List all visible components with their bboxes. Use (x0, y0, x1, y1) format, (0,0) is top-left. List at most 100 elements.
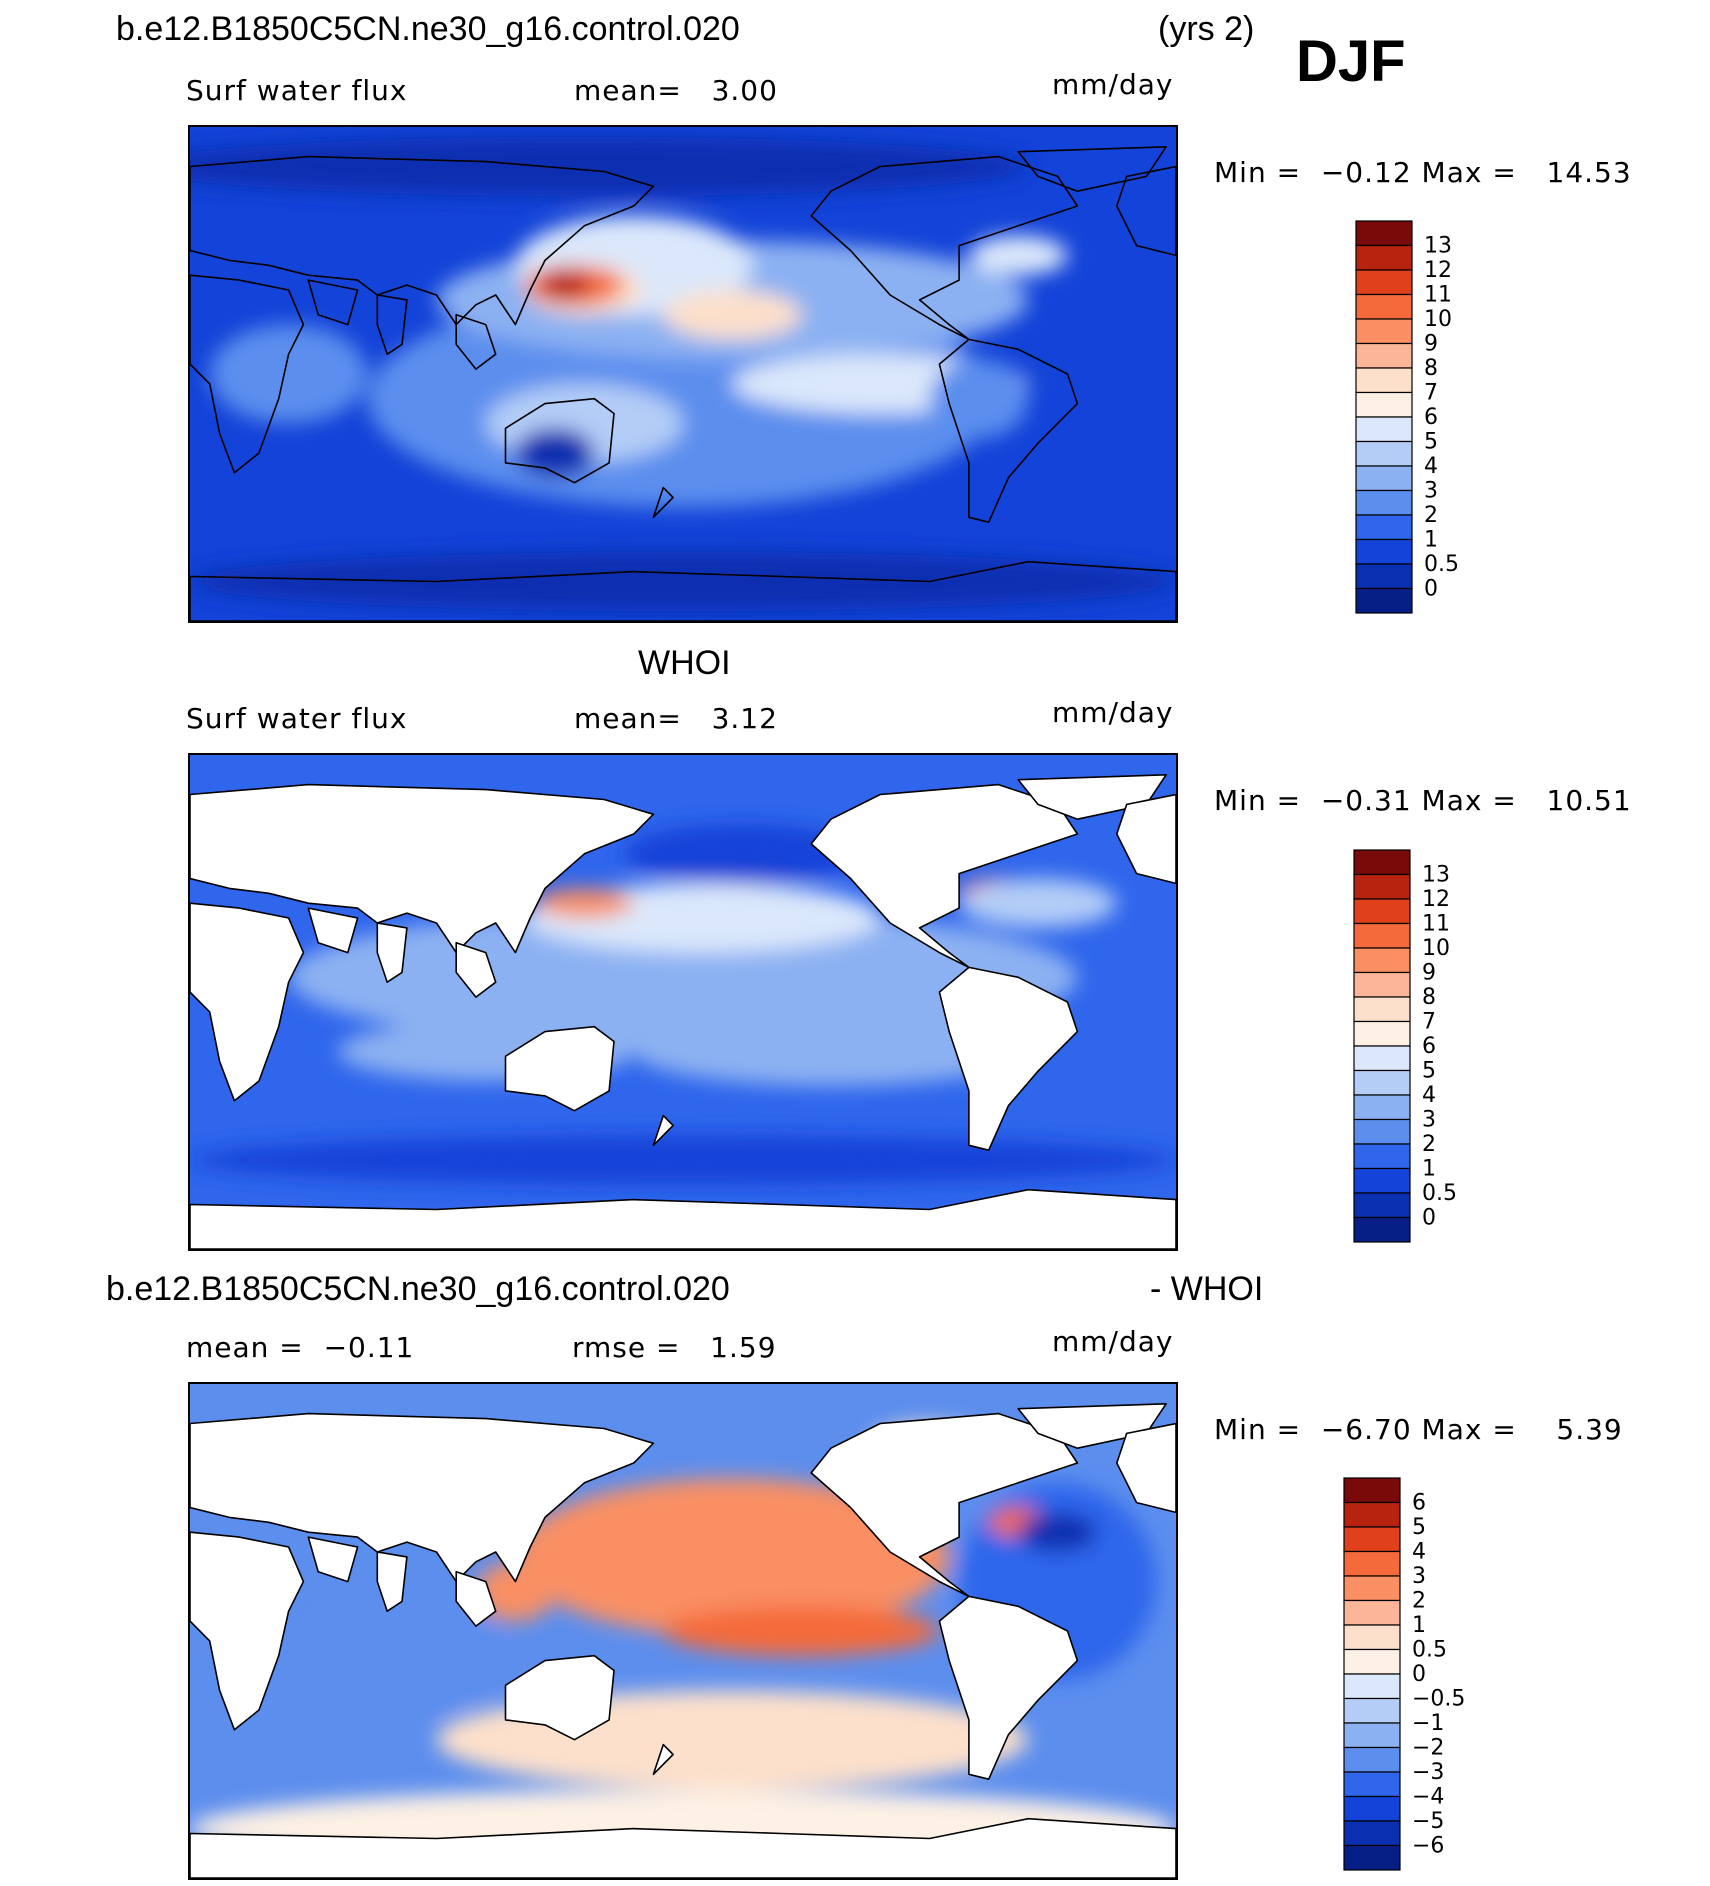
colorbar-box (1355, 416, 1413, 443)
colorbar-box (1343, 1746, 1401, 1773)
panel3-mean: mean = −0.11 (186, 1331, 415, 1364)
panel2-title: WHOI (638, 644, 731, 682)
colorbar-box (1353, 1167, 1411, 1194)
panel3-map (188, 1382, 1178, 1880)
colorbar-tick-label: 7 (1422, 1010, 1436, 1035)
colorbar-box (1355, 318, 1413, 345)
colorbar-box (1355, 514, 1413, 541)
continents (190, 146, 1176, 621)
coastline-samerica (938, 1595, 1079, 1780)
colorbar-tick-label: 10 (1422, 936, 1450, 961)
colorbar-tick-label: 11 (1424, 283, 1452, 308)
colorbar-tick-label: 8 (1424, 356, 1438, 381)
colorbar-tick-label: 6 (1422, 1034, 1436, 1059)
colorbar-tick-label: 1 (1424, 528, 1438, 553)
colorbar-box (1355, 489, 1413, 516)
colorbar-tick-label: 3 (1422, 1108, 1436, 1133)
colorbar-tick-label: 0 (1422, 1206, 1436, 1231)
colorbar-box (1353, 1118, 1411, 1145)
colorbar-box (1355, 587, 1413, 614)
colorbar-tick-label: 0.5 (1412, 1638, 1447, 1663)
coastline-europeW (1116, 165, 1176, 257)
coastline-nz (652, 1114, 674, 1147)
colorbar-box (1343, 1844, 1401, 1871)
colorbar-box (1355, 440, 1413, 467)
colorbar-box (1353, 1020, 1411, 1047)
colorbar-tick-label: 6 (1412, 1491, 1426, 1516)
panel3-map-plot (190, 1384, 1176, 1878)
colorbar-box (1355, 293, 1413, 320)
indian-ocean-negative (308, 1596, 506, 1715)
panel1-variable: Surf water flux (186, 74, 408, 107)
coastline-arabia (307, 907, 359, 954)
colorbar-box (1355, 391, 1413, 418)
colorbar-tick-label: 13 (1422, 863, 1450, 888)
colorbar-box (1353, 1069, 1411, 1096)
coastline-india (376, 294, 408, 355)
colorbar-box (1353, 1192, 1411, 1219)
africa-land (209, 324, 368, 424)
colorbar-box (1343, 1526, 1401, 1553)
panel1-units: mm/day (1052, 68, 1174, 101)
colorbar-tick-label: 13 (1424, 234, 1452, 259)
coastline-europeW (1116, 1422, 1176, 1514)
colorbar-tick-label: 2 (1412, 1589, 1426, 1614)
panel2-units: mm/day (1052, 696, 1174, 729)
colorbar-box (1343, 1550, 1401, 1577)
colorbar-tick-label: 9 (1422, 961, 1436, 986)
coastline-india (376, 1551, 408, 1612)
colorbar-box (1355, 269, 1413, 296)
colorbar-tick-label: 0.5 (1424, 552, 1459, 577)
colorbar-box (1343, 1673, 1401, 1700)
panel2-mean: mean= 3.12 (574, 702, 778, 735)
australia-land (515, 428, 595, 478)
southern-ocean (190, 1135, 1176, 1185)
colorbar-tick-label: 5 (1412, 1515, 1426, 1540)
samerica-land (929, 359, 1029, 439)
colorbar-tick-label: −2 (1412, 1736, 1444, 1761)
panel2-variable: Surf water flux (186, 702, 408, 735)
colorbar-box (1355, 465, 1413, 492)
colorbar-box (1353, 1216, 1411, 1243)
coastline-namerica (810, 783, 1079, 969)
coastline-eurasia (190, 783, 655, 954)
panel2-minmax: Min = −0.31 Max = 10.51 (1214, 784, 1632, 817)
colorbar-tick-label: 5 (1424, 430, 1438, 455)
colorbar-box (1353, 849, 1411, 876)
coastline-namerica (810, 155, 1079, 341)
coastline-namerica (810, 1412, 1079, 1598)
panel2-map-plot (190, 755, 1176, 1249)
coastline-seasia (455, 941, 497, 998)
gulf-stream-negative (1018, 1512, 1098, 1552)
colorbar-tick-label: 4 (1424, 454, 1438, 479)
panel2-colorbar: 13 12 11 10 9 8 7 6 5 4 3 2 1 0.5 0 (1353, 849, 1514, 1243)
atlantic-band (959, 878, 1117, 928)
panel2-map (188, 753, 1178, 1251)
central-pacific-warm (663, 290, 802, 340)
colorbar-box (1353, 1094, 1411, 1121)
coastline-greenland (1017, 146, 1167, 192)
colorbar-tick-label: 9 (1424, 332, 1438, 357)
colorbar-tick-label: 1 (1422, 1157, 1436, 1182)
colorbar-box (1353, 898, 1411, 925)
colorbar-tick-label: −4 (1412, 1785, 1444, 1810)
coastline-seasia (455, 1570, 497, 1627)
tropical-belt (288, 908, 1078, 1047)
panel1-map-plot (190, 127, 1176, 621)
continents (190, 1403, 1176, 1878)
field-contours (190, 824, 1176, 1185)
colorbar-box (1353, 947, 1411, 974)
colorbar-box (1355, 244, 1413, 271)
panel3-title-left: b.e12.B1850C5CN.ne30_g16.control.020 (106, 1270, 730, 1308)
colorbar-tick-label: 4 (1412, 1540, 1426, 1565)
maritime-continent (475, 1561, 555, 1622)
coastline-africa (190, 1531, 305, 1731)
panel1-minmax: Min = −0.12 Max = 14.53 (1214, 156, 1632, 189)
colorbar-box (1343, 1722, 1401, 1749)
colorbar-tick-label: 1 (1412, 1613, 1426, 1638)
continents (190, 774, 1176, 1249)
colorbar-box (1355, 220, 1413, 247)
season-label: DJF (1296, 29, 1406, 94)
colorbar-tick-label: 6 (1424, 405, 1438, 430)
